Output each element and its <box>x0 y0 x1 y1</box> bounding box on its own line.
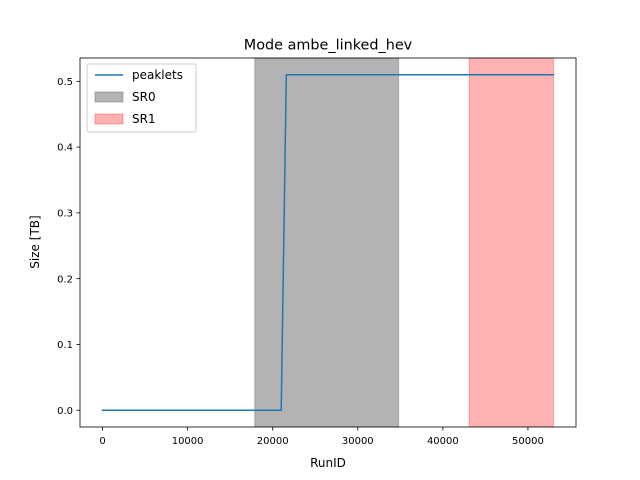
x-tick-label: 20000 <box>257 436 289 447</box>
y-tick-label: 0.1 <box>57 340 73 351</box>
x-tick-label: 10000 <box>172 436 204 447</box>
series-line-peaklets <box>101 74 555 411</box>
legend-swatch-sr1 <box>94 113 124 125</box>
y-tick-label: 0.0 <box>57 406 73 417</box>
y-tick-label: 0.3 <box>57 209 73 220</box>
x-axis-label: RunID <box>310 456 346 470</box>
y-tick-label: 0.4 <box>57 143 73 154</box>
x-tick-label: 30000 <box>342 436 374 447</box>
axes-frame <box>79 57 577 428</box>
legend-label: SR0 <box>132 90 156 104</box>
y-tick-label: 0.2 <box>57 274 73 285</box>
legend-swatch-sr0 <box>94 91 124 103</box>
span-sr1 <box>468 57 554 428</box>
span-sr0 <box>254 57 400 428</box>
legend-label: SR1 <box>132 112 156 126</box>
legend: peaklets SR0 SR1 <box>86 63 197 133</box>
y-axis-label: Size [TB] <box>28 215 42 268</box>
plot-area: 0 10000 20000 30000 40000 50000 0.0 0.1 0.2 0.3 0.… <box>57 57 577 447</box>
chart-title: Mode ambe_linked_hev <box>244 38 413 54</box>
y-tick-label: 0.5 <box>57 77 73 88</box>
legend-label: peaklets <box>132 68 183 82</box>
x-tick-label: 40000 <box>427 436 459 447</box>
x-tick-label: 0 <box>99 436 105 447</box>
x-tick-label: 50000 <box>512 436 544 447</box>
legend-box <box>86 63 197 133</box>
